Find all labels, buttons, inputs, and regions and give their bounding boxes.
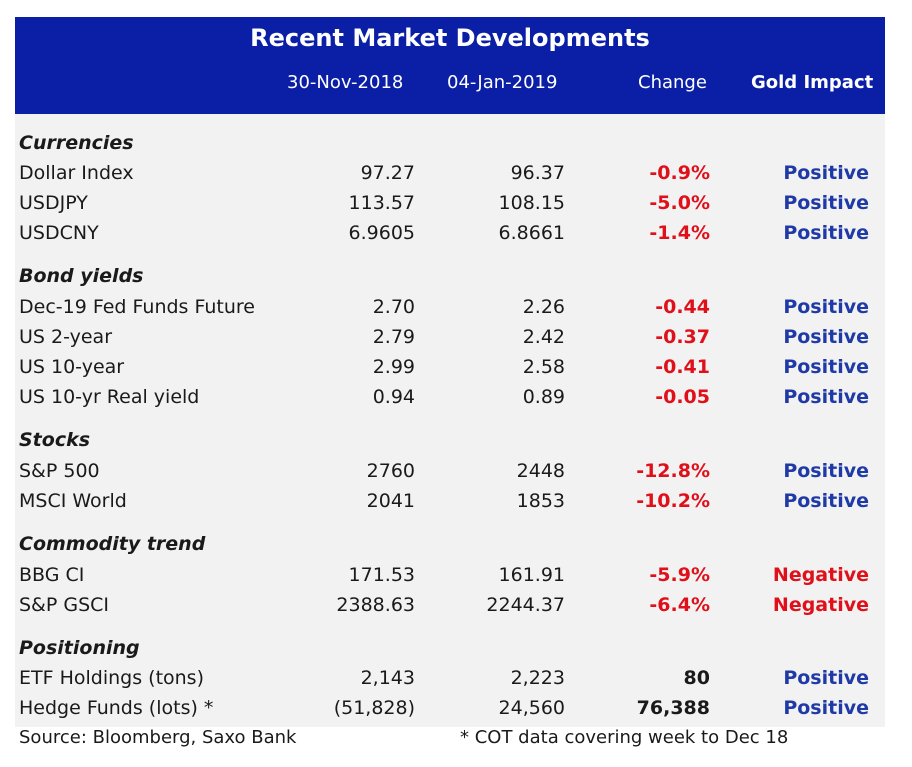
table-header: Recent Market Developments 30-Nov-2018 0…: [15, 17, 885, 114]
section-title: Currencies: [19, 132, 134, 154]
value-30-nov-2018: 2.79: [372, 326, 415, 348]
change-value: -0.05: [655, 386, 710, 408]
gold-impact: Positive: [783, 460, 869, 482]
table-row: USDCNY 6.9605 6.8661 -1.4% Positive: [15, 218, 885, 248]
table-row: S&P 500 2760 2448 -12.8% Positive: [15, 456, 885, 486]
change-value: -1.4%: [649, 222, 710, 244]
change-value: -5.0%: [649, 192, 710, 214]
change-value: -10.2%: [636, 490, 710, 512]
gold-impact: Negative: [772, 594, 869, 616]
gold-impact: Negative: [772, 564, 869, 586]
table-row: US 10-year 2.99 2.58 -0.41 Positive: [15, 352, 885, 382]
gold-impact: Positive: [783, 667, 869, 689]
table-row: Hedge Funds (lots) * (51,828) 24,560 76,…: [15, 693, 885, 723]
value-04-jan-2019: 96.37: [510, 162, 565, 184]
row-label: Dollar Index: [19, 162, 134, 184]
value-30-nov-2018: 113.57: [348, 192, 415, 214]
value-04-jan-2019: 2.26: [522, 296, 565, 318]
section-header-commodity-trend: Commodity trend: [15, 529, 885, 559]
table-row: MSCI World 2041 1853 -10.2% Positive: [15, 486, 885, 516]
value-04-jan-2019: 2.42: [522, 326, 565, 348]
change-value: -0.37: [655, 326, 710, 348]
row-label: ETF Holdings (tons): [19, 667, 204, 689]
value-30-nov-2018: 2.70: [372, 296, 415, 318]
section-title: Stocks: [19, 429, 91, 451]
value-30-nov-2018: 2,143: [360, 667, 415, 689]
change-value: 80: [683, 667, 710, 689]
value-04-jan-2019: 2,223: [510, 667, 565, 689]
row-label: S&P GSCI: [19, 594, 110, 616]
source-note: Source: Bloomberg, Saxo Bank: [19, 727, 297, 748]
value-04-jan-2019: 108.15: [498, 192, 565, 214]
gold-impact: Positive: [783, 222, 869, 244]
table-row: BBG CI 171.53 161.91 -5.9% Negative: [15, 560, 885, 590]
table-row: Dollar Index 97.27 96.37 -0.9% Positive: [15, 158, 885, 188]
value-04-jan-2019: 0.89: [522, 386, 565, 408]
value-30-nov-2018: 6.9605: [348, 222, 415, 244]
value-04-jan-2019: 2.58: [522, 356, 565, 378]
section-title: Positioning: [19, 637, 140, 659]
column-header-date1: 30-Nov-2018: [287, 72, 404, 93]
table-row: USDJPY 113.57 108.15 -5.0% Positive: [15, 188, 885, 218]
table-title: Recent Market Developments: [250, 24, 650, 52]
value-30-nov-2018: (51,828): [333, 697, 415, 719]
row-label: BBG CI: [19, 564, 85, 586]
value-30-nov-2018: 0.94: [372, 386, 415, 408]
value-04-jan-2019: 6.8661: [498, 222, 565, 244]
table-row: Dec-19 Fed Funds Future 2.70 2.26 -0.44 …: [15, 292, 885, 322]
row-label: Dec-19 Fed Funds Future: [19, 296, 255, 318]
gold-impact: Positive: [783, 490, 869, 512]
change-value: -0.41: [655, 356, 710, 378]
section-header-stocks: Stocks: [15, 425, 885, 455]
value-04-jan-2019: 2244.37: [486, 594, 565, 616]
value-30-nov-2018: 97.27: [360, 162, 415, 184]
section-header-currencies: Currencies: [15, 128, 885, 158]
change-value: -5.9%: [649, 564, 710, 586]
column-header-change: Change: [638, 72, 707, 93]
change-value: -0.9%: [649, 162, 710, 184]
change-value: 76,388: [636, 697, 710, 719]
change-value: -12.8%: [636, 460, 710, 482]
value-04-jan-2019: 161.91: [498, 564, 565, 586]
section-title: Bond yields: [19, 265, 144, 287]
table-row: S&P GSCI 2388.63 2244.37 -6.4% Negative: [15, 590, 885, 620]
column-header-date2: 04-Jan-2019: [447, 72, 558, 93]
row-label: MSCI World: [19, 490, 127, 512]
market-table: Recent Market Developments 30-Nov-2018 0…: [15, 17, 885, 727]
change-value: -6.4%: [649, 594, 710, 616]
change-value: -0.44: [655, 296, 710, 318]
gold-impact: Positive: [783, 386, 869, 408]
cot-footnote: * COT data covering week to Dec 18: [460, 727, 789, 748]
value-04-jan-2019: 2448: [516, 460, 565, 482]
value-30-nov-2018: 2388.63: [336, 594, 415, 616]
value-30-nov-2018: 2760: [366, 460, 415, 482]
row-label: USDCNY: [19, 222, 99, 244]
value-30-nov-2018: 2041: [366, 490, 415, 512]
row-label: USDJPY: [19, 192, 88, 214]
value-30-nov-2018: 2.99: [372, 356, 415, 378]
table-row: ETF Holdings (tons) 2,143 2,223 80 Posit…: [15, 663, 885, 693]
value-04-jan-2019: 24,560: [498, 697, 565, 719]
row-label: US 2-year: [19, 326, 113, 348]
row-label: US 10-yr Real yield: [19, 386, 200, 408]
column-header-gold-impact: Gold Impact: [751, 72, 874, 93]
section-header-positioning: Positioning: [15, 633, 885, 663]
gold-impact: Positive: [783, 162, 869, 184]
section-header-bond-yields: Bond yields: [15, 261, 885, 291]
gold-impact: Positive: [783, 326, 869, 348]
gold-impact: Positive: [783, 192, 869, 214]
value-04-jan-2019: 1853: [516, 490, 565, 512]
row-label: US 10-year: [19, 356, 125, 378]
gold-impact: Positive: [783, 356, 869, 378]
row-label: Hedge Funds (lots) *: [19, 697, 214, 719]
table-row: US 10-yr Real yield 0.94 0.89 -0.05 Posi…: [15, 382, 885, 412]
section-title: Commodity trend: [19, 533, 206, 555]
gold-impact: Positive: [783, 296, 869, 318]
table-row: US 2-year 2.79 2.42 -0.37 Positive: [15, 322, 885, 352]
value-30-nov-2018: 171.53: [348, 564, 415, 586]
gold-impact: Positive: [783, 697, 869, 719]
row-label: S&P 500: [19, 460, 100, 482]
